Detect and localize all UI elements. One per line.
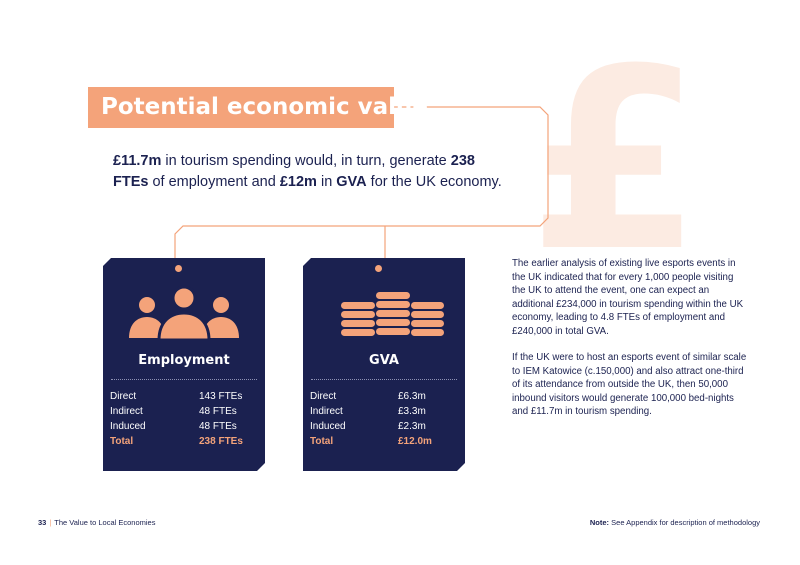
footer-left: 33 | The Value to Local Economies — [38, 518, 155, 527]
intro-text: of employment and — [148, 174, 280, 190]
row-label: Total — [110, 436, 134, 447]
row-value: £3.3m — [398, 406, 426, 417]
gva-title: GVA — [369, 353, 399, 368]
body-text: The earlier analysis of existing live es… — [512, 257, 748, 432]
divider — [111, 379, 257, 380]
intro-text: in tourism spending would, in turn, gene… — [161, 153, 451, 169]
row-label: Direct — [110, 391, 137, 402]
table-row: Indirect 48 FTEs — [110, 404, 256, 419]
row-label: Induced — [310, 421, 346, 432]
intro-gva-label: GVA — [336, 174, 367, 190]
row-label: Direct — [310, 391, 337, 402]
employment-title: Employment — [138, 353, 230, 368]
page-title: Potential economic value — [88, 87, 428, 128]
employment-card: Employment Direct 143 FTEs Indirect 48 F… — [103, 258, 265, 471]
connector-dot — [375, 265, 382, 272]
row-label: Indirect — [110, 406, 143, 417]
gva-card: GVA Direct £6.3m Indirect £3.3m Induced … — [303, 258, 465, 471]
coin-stacks-icon — [339, 291, 445, 339]
body-paragraph: If the UK were to host an esports event … — [512, 352, 747, 417]
table-row: Indirect £3.3m — [310, 404, 456, 419]
row-label: Indirect — [310, 406, 343, 417]
table-row: Induced 48 FTEs — [110, 419, 256, 434]
intro-fte-value: 238 FTEs — [113, 153, 475, 190]
table-row: Direct £6.3m — [310, 389, 456, 404]
table-row: Direct 143 FTEs — [110, 389, 256, 404]
section-name: The Value to Local Economies — [54, 518, 156, 527]
footer-note: Note: See Appendix for description of me… — [590, 518, 760, 527]
gva-table: Direct £6.3m Indirect £3.3m Induced £2.3… — [310, 389, 456, 449]
row-label: Induced — [110, 421, 146, 432]
row-value: 48 FTEs — [199, 421, 237, 432]
pound-watermark: £ — [528, 15, 702, 306]
intro-text: for the UK economy. — [366, 174, 502, 190]
row-value: 48 FTEs — [199, 406, 237, 417]
intro-gva-value: £12m — [279, 174, 317, 190]
table-row: Induced £2.3m — [310, 419, 456, 434]
employment-table: Direct 143 FTEs Indirect 48 FTEs Induced… — [110, 389, 256, 449]
row-value: £12.0m — [398, 436, 432, 447]
divider — [311, 379, 457, 380]
intro-statement: £11.7m in tourism spending would, in tur… — [113, 151, 513, 193]
row-label: Total — [310, 436, 334, 447]
row-value: £6.3m — [398, 391, 426, 402]
people-group-icon — [123, 284, 245, 340]
page-number: 33 — [38, 518, 47, 527]
row-value: 238 FTEs — [199, 436, 243, 447]
intro-spend-value: £11.7m — [113, 153, 162, 169]
note-label: Note: — [589, 518, 610, 527]
connector-dot — [175, 265, 182, 272]
table-row-total: Total £12.0m — [310, 434, 456, 449]
table-row-total: Total 238 FTEs — [110, 434, 256, 449]
footer-separator: | — [49, 518, 52, 527]
note-text: See Appendix for description of methodol… — [609, 518, 760, 527]
row-value: 143 FTEs — [199, 391, 243, 402]
body-paragraph: The earlier analysis of existing live es… — [512, 258, 744, 337]
intro-text: in — [316, 174, 337, 190]
row-value: £2.3m — [398, 421, 426, 432]
